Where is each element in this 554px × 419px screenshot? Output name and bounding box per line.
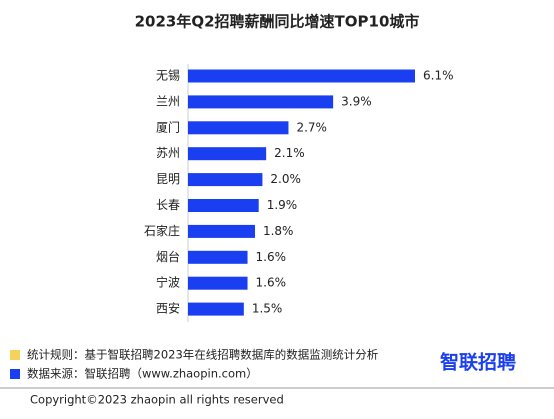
- value-label: 2.1%: [274, 146, 305, 160]
- category-label: 烟台: [156, 249, 180, 264]
- category-label: 苏州: [156, 146, 180, 160]
- note: 统计规则：基于智联招聘2023年在线招聘数据库的数据监测统计分析: [27, 348, 378, 362]
- note: 数据来源：智联招聘（www.zhaopin.com）: [27, 367, 258, 381]
- note-marker: [10, 369, 20, 379]
- bar: [188, 250, 248, 264]
- logo: 智联招聘: [440, 351, 516, 374]
- bar: [188, 147, 267, 161]
- category-label: 长春: [156, 198, 180, 212]
- value-label: 1.8%: [263, 224, 294, 238]
- chart-title: 2023年Q2招聘薪酬同比增速TOP10城市: [135, 13, 420, 31]
- bar: [188, 199, 259, 212]
- category-label: 石家庄: [144, 223, 180, 238]
- value-label: 3.9%: [341, 94, 372, 108]
- value-label: 1.5%: [252, 302, 283, 316]
- category-label: 昆明: [156, 172, 180, 186]
- value-label: 2.7%: [296, 120, 327, 134]
- bar: [188, 302, 244, 316]
- value-label: 1.6%: [256, 276, 287, 290]
- copyright: Copyright©2023 zhaopin all rights reserv…: [30, 393, 284, 407]
- bar: [188, 95, 334, 109]
- value-label: 2.0%: [270, 172, 301, 186]
- bar: [188, 276, 248, 290]
- category-label: 厦门: [156, 119, 180, 134]
- value-label: 1.9%: [267, 198, 298, 212]
- note-marker: [10, 350, 20, 360]
- category-label: 无锡: [156, 68, 180, 83]
- bar: [188, 173, 263, 187]
- bar: [188, 69, 415, 83]
- category-label: 西安: [156, 301, 180, 316]
- value-label: 6.1%: [423, 69, 454, 83]
- category-label: 兰州: [156, 94, 180, 108]
- bar: [188, 121, 289, 135]
- value-label: 1.6%: [256, 250, 287, 264]
- category-label: 宁波: [156, 275, 180, 290]
- bar: [188, 224, 255, 238]
